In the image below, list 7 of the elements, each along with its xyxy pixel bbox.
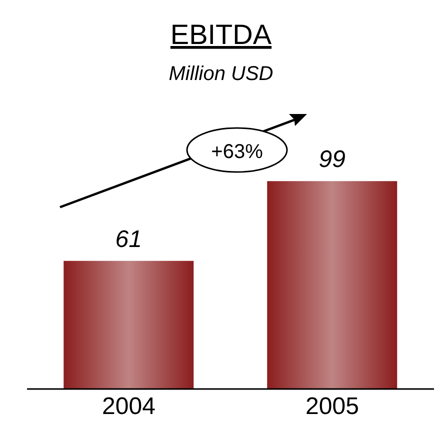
x-tick-label: 2005	[306, 393, 359, 420]
chart-subtitle: Million USD	[168, 63, 274, 85]
data-label: 61	[115, 226, 142, 253]
x-tick-label: 2004	[102, 393, 156, 420]
text: +63%	[211, 141, 264, 163]
data-label: 99	[318, 146, 346, 174]
chart-title: EBITDA	[170, 19, 272, 50]
